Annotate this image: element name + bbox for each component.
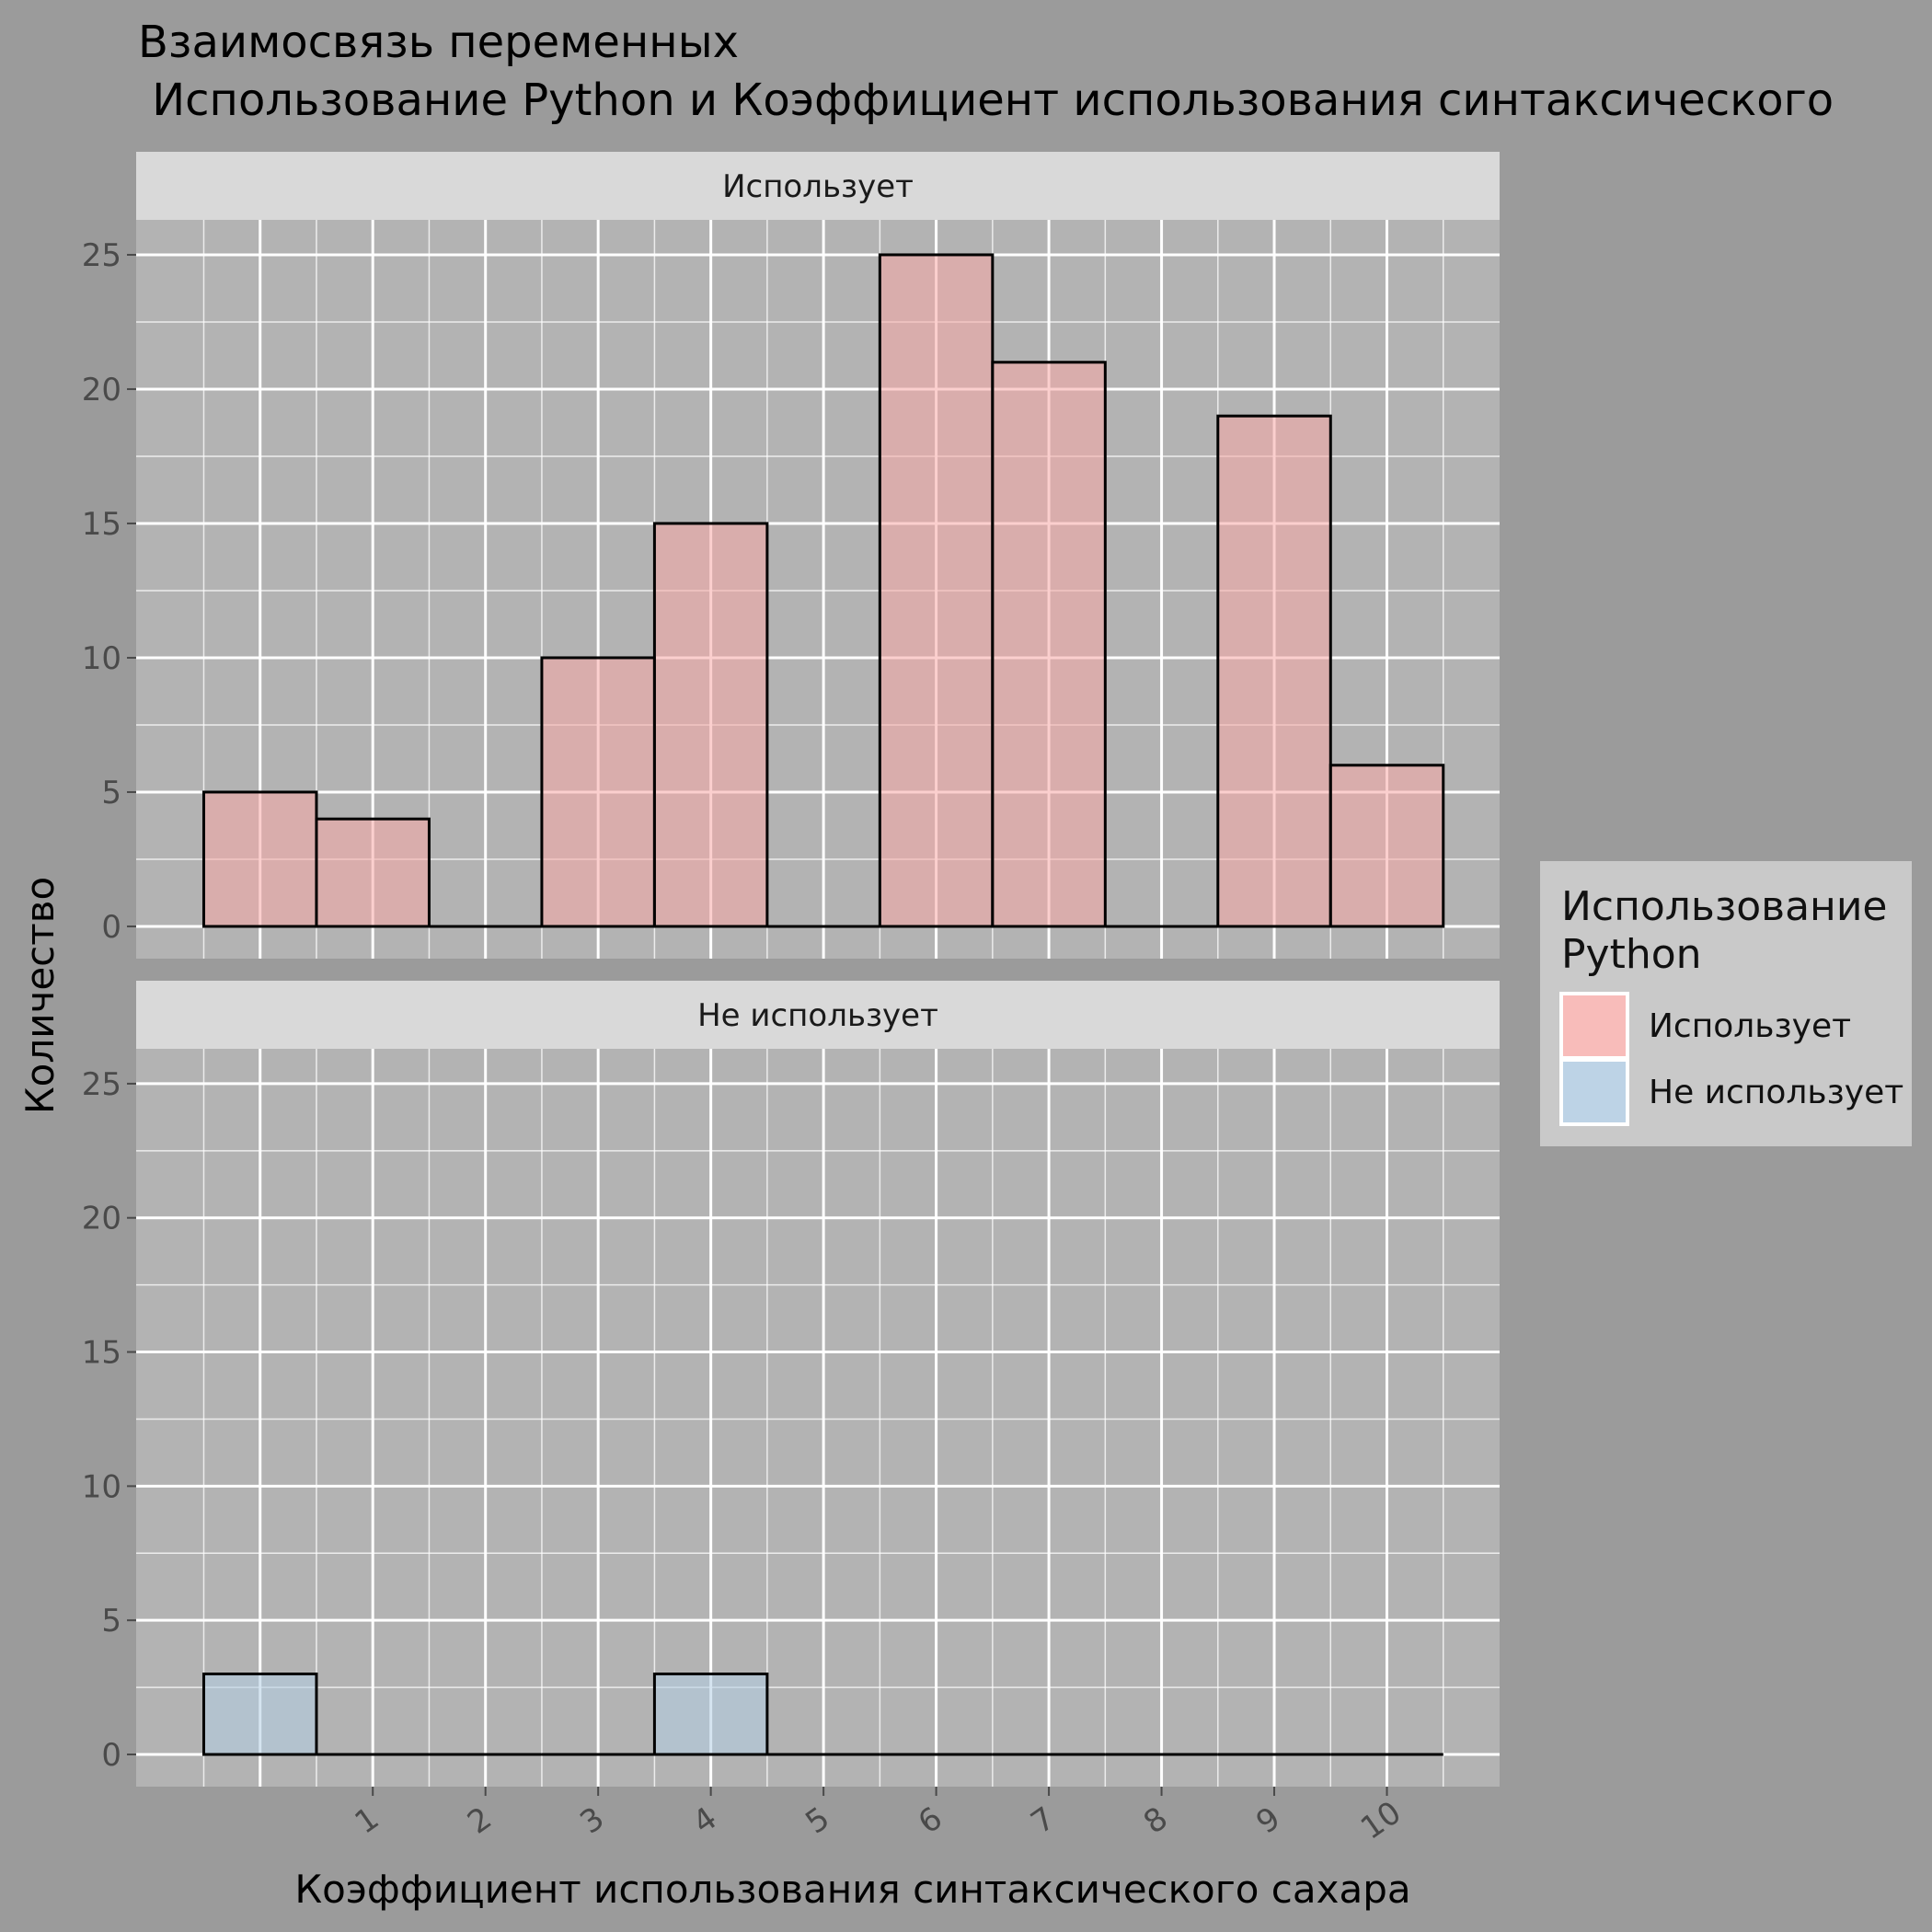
legend-items: Использует Не использует [1559,992,1903,1126]
chart-title-line-1: Взаимосвязь переменных [138,17,739,68]
histogram-bar [1216,414,1332,928]
chart-title-line-2: Использование Python и Коэффициент испол… [138,75,1834,126]
x-axis-title: Коэффициент использования синтаксическог… [294,1867,1410,1912]
y-tick-label: 5 [101,1603,121,1639]
y-tick-label: 20 [82,372,121,408]
y-axis-title: Количество [17,877,63,1114]
histogram-bar [1328,764,1445,928]
histogram-bar [878,253,995,928]
y-tick-label: 25 [82,1066,121,1103]
facets-layer: Использует 0 5 10 15 20 25 Не использует 0 5 10 15 2… [82,152,1500,1787]
y-tick-label: 10 [82,640,121,677]
y-tick-label: 0 [101,909,121,946]
facet-strip-label: Не использует [697,997,938,1034]
facet-strip [136,981,1500,1049]
legend-item-label: Использует [1649,1007,1851,1045]
facet-strip [136,152,1500,220]
y-tick-label: 20 [82,1201,121,1237]
facet-panel-2: Не использует 0 5 10 15 20 25 [82,981,1500,1787]
legend-title-line-2: Python [1561,931,1702,978]
histogram-bar [201,1673,318,1756]
legend-item-label: Не использует [1649,1074,1903,1111]
facet-panel-1: Использует 0 5 10 15 20 25 [82,152,1500,959]
histogram-bar [540,656,656,928]
y-tick-label: 5 [101,775,121,811]
histogram-bar [652,522,769,928]
histogram-bar [315,817,431,928]
legend-key-swatch [1559,1058,1629,1126]
histogram-bar [201,790,318,928]
y-tick-label: 25 [82,237,121,274]
legend: Использование Python Использует Не исполь… [1540,861,1912,1146]
legend-title-line-1: Использование [1561,883,1888,930]
y-tick-label: 0 [101,1737,121,1774]
legend-key-swatch [1559,992,1629,1060]
histogram-bar [652,1673,769,1756]
panel-background [136,1049,1500,1787]
facet-strip-label: Использует [722,168,914,205]
histogram-bar [991,361,1107,928]
y-tick-label: 10 [82,1468,121,1505]
y-tick-label: 15 [82,1335,121,1372]
y-tick-label: 15 [82,506,121,543]
